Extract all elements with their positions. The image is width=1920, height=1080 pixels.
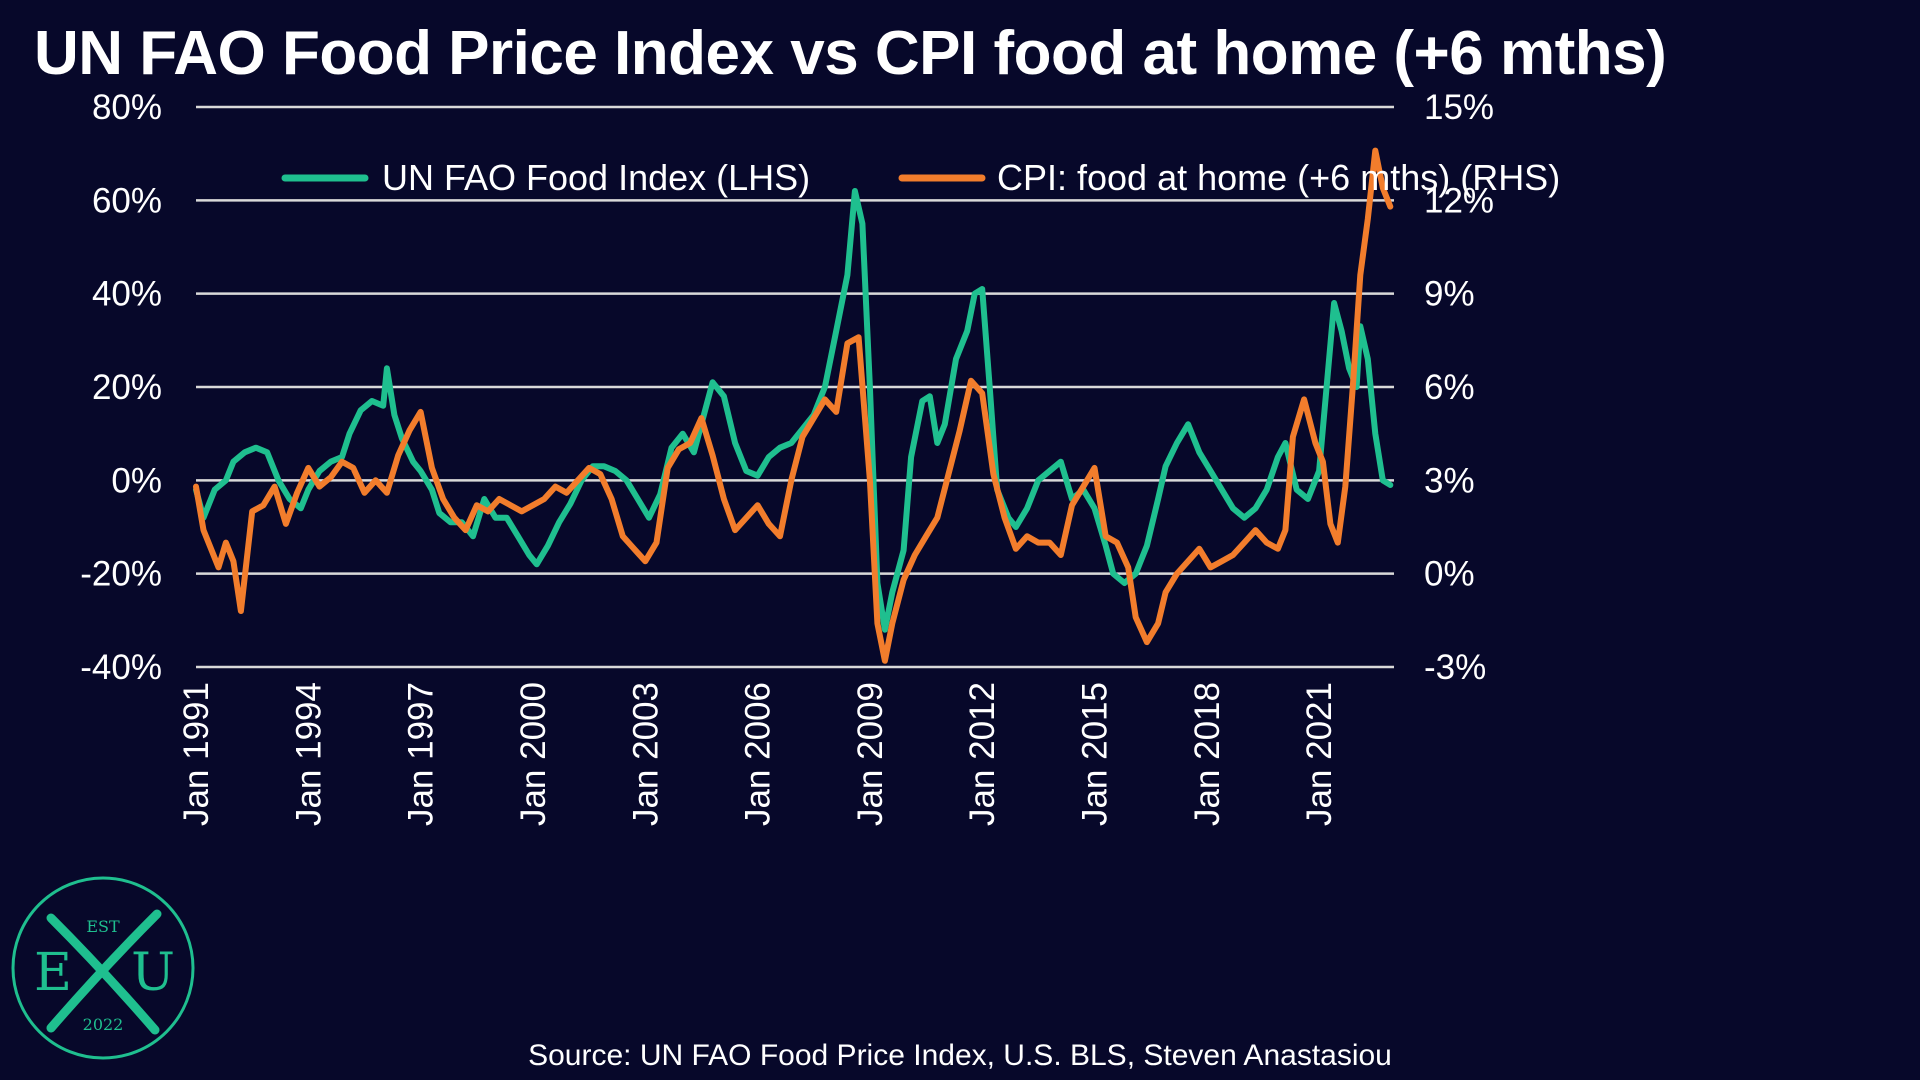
x-tick-label: Jan 1994 [289,682,328,826]
x-tick-label: Jan 2000 [514,682,553,826]
legend: UN FAO Food Index (LHS) CPI: food at home… [281,157,1560,198]
y-left-tick-label: 40% [92,275,162,314]
y-left-tick-label: -20% [80,555,162,594]
legend-label-1: UN FAO Food Index (LHS) [382,157,810,198]
x-tick-label: Jan 1997 [402,682,441,826]
chart-title: UN FAO Food Price Index vs CPI food at h… [34,19,1667,88]
y-right-tick-label: 6% [1424,368,1475,407]
gridlines [196,105,1394,669]
source-note: Source: UN FAO Food Price Index, U.S. BL… [528,1039,1392,1072]
y-right-tick-label: 12% [1424,181,1494,220]
x-tick-label: Jan 1991 [177,682,216,826]
x-tick-label: Jan 2006 [739,682,778,826]
x-tick-label: Jan 2015 [1076,682,1115,826]
logo-letter-left: E [34,943,72,1003]
y-left-tick-label: 0% [111,461,162,500]
y-left-tick-label: -40% [80,648,162,687]
series-line-2 [193,147,1394,664]
logo-letter-right: U [131,943,175,1003]
x-tick-label: Jan 2009 [851,682,890,826]
y-right-tick-label: 3% [1424,461,1475,500]
logo-x-stroke-2 [46,909,162,1033]
x-tick-label: Jan 2021 [1300,682,1339,826]
series-lines [193,147,1394,664]
right-axis: 15% 12% 9% 6% 3% 0% -3% [1424,88,1494,687]
y-right-tick-label: -3% [1424,648,1486,687]
logo: EST E U 2022 [11,876,195,1060]
logo-est: EST [86,917,120,936]
x-tick-label: Jan 2003 [626,682,665,826]
y-left-tick-label: 20% [92,368,162,407]
y-right-tick-label: 9% [1424,275,1475,314]
series-line-1 [193,188,1394,633]
legend-label-2: CPI: food at home (+6 mths) (RHS) [997,157,1560,198]
left-axis: 80% 60% 40% 20% 0% -20% -40% [80,88,162,687]
logo-ring [11,876,195,1060]
y-right-tick-label: 0% [1424,555,1475,594]
x-tick-label: Jan 2012 [963,682,1002,826]
x-tick-label: Jan 2018 [1188,682,1227,826]
y-left-tick-label: 80% [92,88,162,127]
logo-year: 2022 [83,1015,124,1034]
y-right-tick-label: 15% [1424,88,1494,127]
y-left-tick-label: 60% [92,181,162,220]
x-axis: Jan 1991 Jan 1994 Jan 1997 Jan 2000 Jan 2003… [177,682,1339,826]
